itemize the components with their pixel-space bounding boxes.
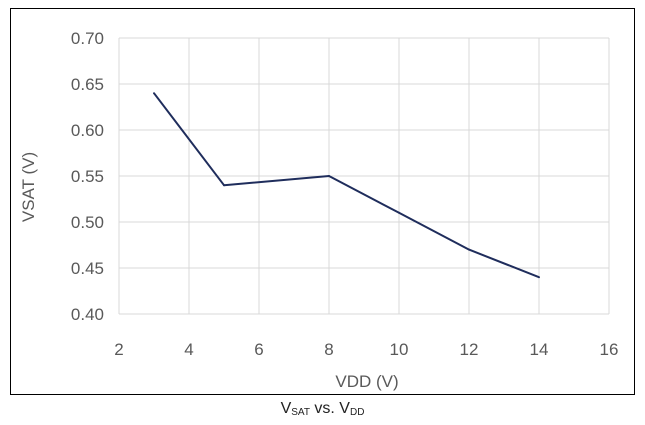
caption-sub1: SAT (291, 407, 310, 418)
caption-v1: V (280, 400, 292, 417)
y-tick-label: 0.55 (71, 167, 104, 186)
x-tick-label: 14 (530, 340, 549, 359)
x-tick-label: 6 (254, 340, 263, 359)
data-point (398, 211, 400, 214)
x-tick-label: 4 (184, 340, 193, 359)
x-tick-labels: 2 4 6 8 10 12 14 16 (114, 340, 618, 359)
series-layer (153, 92, 540, 279)
data-point (223, 184, 225, 187)
caption-v2: V (339, 400, 350, 417)
y-tick-label: 0.45 (71, 259, 104, 278)
data-point (538, 276, 540, 279)
line-chart: 0.40 0.45 0.50 0.55 0.60 0.65 0.70 2 4 6 8 10 12 14 1… (19, 29, 618, 391)
y-tick-labels: 0.40 0.45 0.50 0.55 0.60 0.65 0.70 (71, 29, 104, 324)
caption-sub2: DD (349, 407, 365, 418)
x-tick-label: 12 (460, 340, 479, 359)
y-tick-label: 0.70 (71, 29, 104, 48)
x-tick-label: 2 (114, 340, 123, 359)
y-tick-label: 0.65 (71, 75, 104, 94)
caption-mid: vs. (309, 400, 340, 417)
grid-lines (118, 37, 610, 315)
x-tick-label: 16 (600, 340, 619, 359)
chart-frame: 0.40 0.45 0.50 0.55 0.60 0.65 0.70 2 4 6 8 10 12 14 1… (10, 8, 635, 395)
x-tick-label: 10 (390, 340, 409, 359)
x-axis-label: VDD (V) (335, 372, 398, 391)
data-point (468, 248, 470, 251)
series-line-0 (153, 92, 540, 279)
y-tick-label: 0.40 (71, 305, 104, 324)
data-point (153, 92, 155, 95)
y-tick-label: 0.60 (71, 121, 104, 140)
y-axis-label: VSAT (V) (19, 152, 38, 222)
chart-caption: VSAT vs. VDD (0, 400, 645, 418)
data-point (328, 175, 330, 177)
y-tick-label: 0.50 (71, 213, 104, 232)
x-tick-label: 8 (324, 340, 333, 359)
